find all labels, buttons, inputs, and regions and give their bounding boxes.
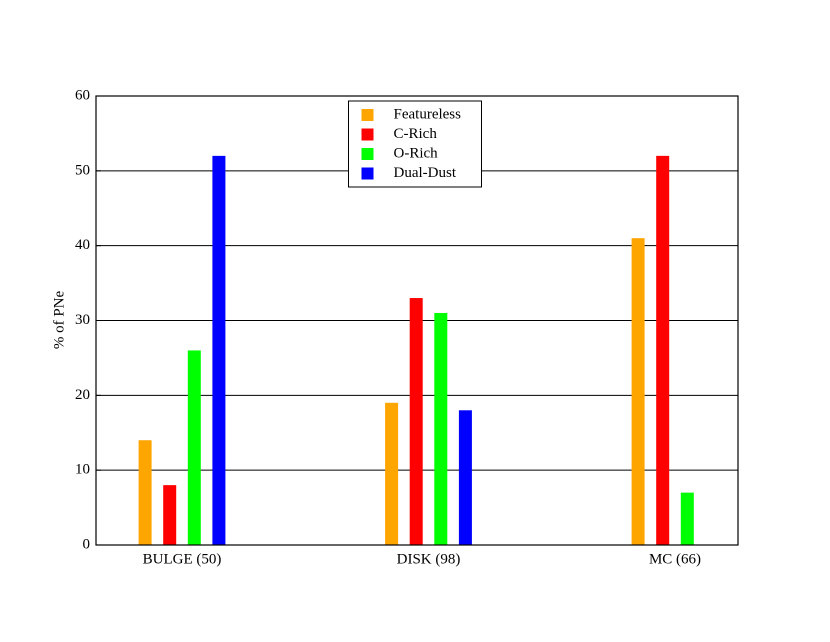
y-axis-label: % of PNe bbox=[51, 290, 67, 349]
legend-swatch bbox=[361, 148, 374, 160]
y-tick-label: 50 bbox=[75, 162, 90, 178]
bar bbox=[212, 155, 226, 545]
legend-swatch bbox=[361, 109, 374, 121]
bar bbox=[187, 350, 201, 545]
bar bbox=[163, 485, 177, 545]
x-tick-label: BULGE (50) bbox=[143, 551, 222, 567]
bar bbox=[656, 155, 670, 545]
bar bbox=[434, 313, 448, 545]
legend-label: O-Rich bbox=[394, 145, 439, 161]
legend-label: Dual-Dust bbox=[394, 165, 457, 181]
y-tick-label: 40 bbox=[75, 237, 90, 253]
bar bbox=[631, 238, 645, 545]
y-tick-label: 30 bbox=[75, 312, 90, 328]
plot-frame bbox=[95, 95, 739, 546]
legend-swatch bbox=[361, 128, 374, 141]
legend-label: C-Rich bbox=[394, 126, 438, 142]
bar bbox=[680, 492, 694, 545]
bar bbox=[138, 440, 152, 545]
y-tick-label: 0 bbox=[83, 536, 91, 552]
legend-label: Featureless bbox=[394, 106, 462, 122]
x-tick-label: DISK (98) bbox=[397, 551, 461, 567]
y-tick-label: 10 bbox=[75, 462, 90, 478]
y-tick-label: 20 bbox=[75, 387, 90, 403]
x-tick-label: MC (66) bbox=[649, 551, 701, 567]
bar bbox=[458, 410, 472, 545]
y-tick-label: 60 bbox=[75, 87, 90, 103]
legend-swatch bbox=[361, 167, 374, 180]
bar bbox=[385, 402, 399, 545]
bar bbox=[409, 298, 423, 545]
